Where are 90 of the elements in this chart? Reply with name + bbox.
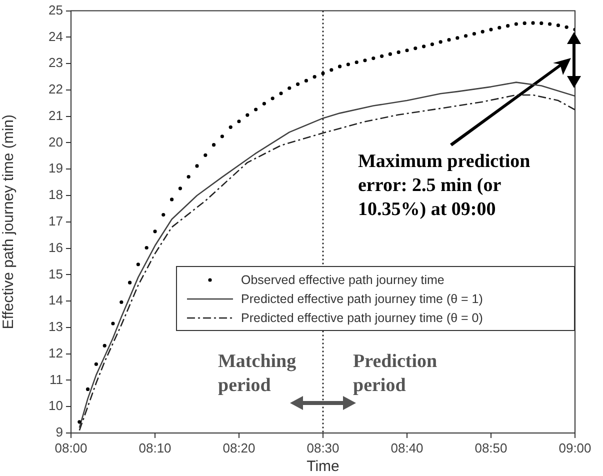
point	[186, 174, 190, 179]
point	[514, 22, 518, 26]
point	[102, 344, 106, 348]
point	[422, 44, 426, 48]
point	[396, 50, 400, 54]
annotation: Prediction period	[353, 350, 438, 398]
point	[531, 21, 535, 25]
point	[220, 134, 224, 138]
point	[178, 186, 182, 190]
x-tick-label: 08:00	[54, 440, 88, 456]
y-tick-label: 25	[48, 2, 63, 18]
point	[86, 387, 90, 391]
point	[296, 82, 300, 86]
point	[330, 68, 334, 72]
point	[548, 22, 552, 26]
y-tick-label: 13	[48, 319, 63, 334]
x-tick-label: 09:00	[558, 440, 592, 456]
point	[556, 24, 560, 28]
point	[237, 120, 241, 124]
point	[472, 32, 476, 36]
point	[279, 92, 283, 96]
point	[414, 46, 418, 50]
point	[506, 24, 510, 28]
y-tick-label: 21	[48, 108, 63, 123]
y-axis-title: Effective path journey time (min)	[0, 114, 18, 330]
y-tick-label: 16	[48, 240, 63, 255]
point	[354, 60, 358, 64]
y-tick-label: 19	[48, 160, 63, 176]
point	[170, 198, 174, 202]
point	[430, 42, 434, 46]
point	[162, 212, 166, 217]
point	[144, 246, 148, 250]
y-tick-label: 9	[56, 424, 63, 440]
point	[304, 78, 308, 83]
point	[254, 108, 258, 112]
point	[438, 40, 442, 44]
annotation: Maximum prediction error: 2.5 min (or 10.35%) at 09:00	[358, 150, 532, 222]
point	[380, 54, 384, 58]
point	[447, 38, 451, 42]
point	[312, 74, 316, 79]
point	[540, 21, 544, 25]
y-tick-label: 17	[48, 213, 63, 228]
x-tick-label: 08:50	[474, 440, 508, 456]
point	[522, 21, 526, 25]
y-tick-label: 20	[48, 134, 63, 150]
point	[128, 280, 132, 284]
point	[94, 362, 98, 366]
point	[204, 153, 208, 157]
x-tick-label: 08:30	[306, 440, 340, 456]
point	[288, 86, 292, 90]
y-tick-label: 15	[48, 266, 63, 282]
point	[120, 300, 124, 304]
point	[246, 113, 250, 117]
legend-label: Predicted effective path journey time (θ = 0)	[241, 310, 483, 324]
y-tick-label: 10	[48, 398, 63, 414]
y-tick-label: 11	[50, 372, 63, 387]
y-tick-label: 22	[48, 82, 63, 97]
point	[153, 230, 157, 234]
legend-label: Observed effective path journey time	[241, 272, 444, 286]
point	[228, 125, 232, 129]
point	[464, 34, 468, 38]
point	[136, 262, 140, 266]
x-tick-label: 08:20	[222, 440, 256, 456]
x-tick-label: 08:10	[138, 440, 172, 456]
x-axis-title: Time	[306, 458, 340, 476]
annotation: Matching period	[218, 350, 298, 398]
point	[111, 322, 115, 326]
point	[270, 96, 274, 100]
point	[338, 64, 342, 68]
point	[363, 58, 367, 62]
y-tick-label: 24	[48, 28, 63, 44]
point	[262, 102, 266, 106]
y-tick-label: 12	[48, 345, 63, 360]
point	[78, 420, 82, 424]
point	[480, 30, 484, 34]
y-tick-label: 23	[48, 55, 63, 70]
point	[372, 56, 376, 60]
point	[489, 28, 493, 32]
y-tick-label: 14	[48, 292, 63, 308]
y-tick-label: 18	[48, 187, 63, 202]
x-tick-label: 08:40	[390, 440, 424, 456]
point	[564, 25, 568, 29]
point	[388, 52, 392, 56]
point	[195, 164, 199, 168]
point	[212, 143, 216, 147]
point	[346, 62, 350, 66]
point	[498, 26, 502, 30]
point	[456, 36, 460, 40]
legend-label: Predicted effective path journey time (θ = 1)	[241, 292, 483, 306]
point	[405, 48, 409, 52]
